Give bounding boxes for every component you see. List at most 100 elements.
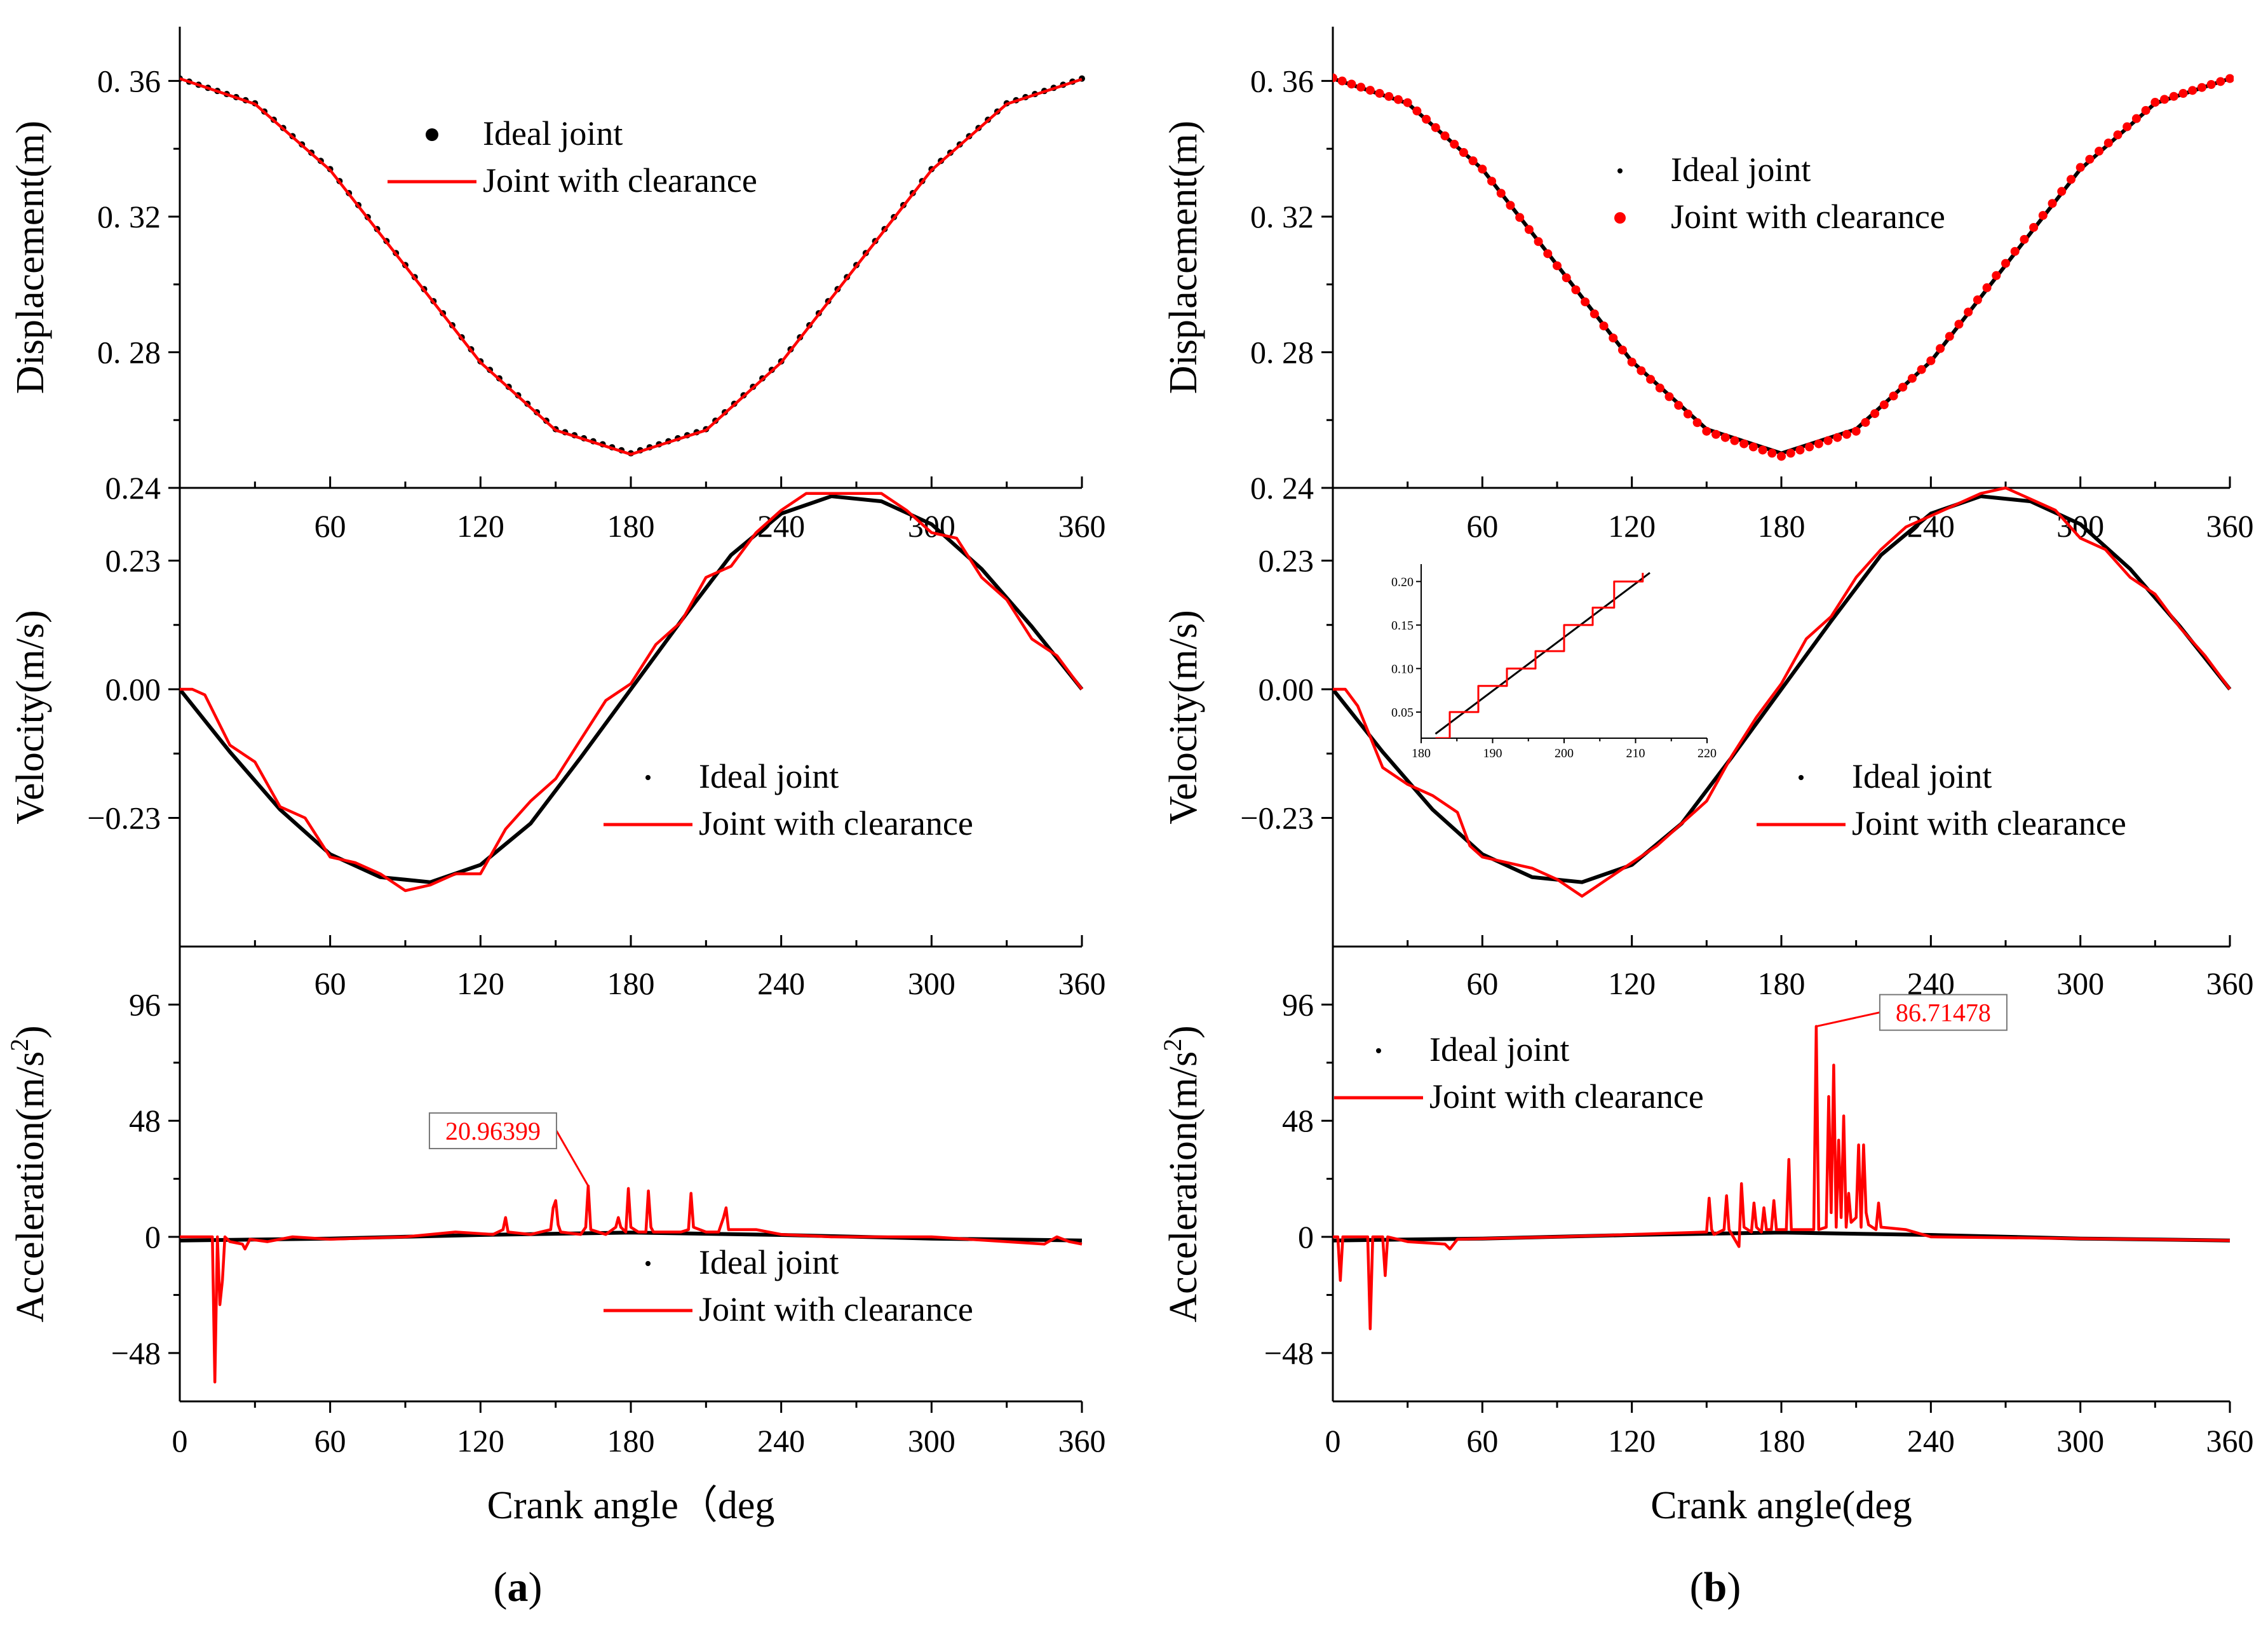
a-acceleration-ytick-label: 48 [129, 1103, 161, 1138]
a-acceleration-chart: −48 0 48 96 0 60 120 180 240 300 360 Acceleration(m… [5, 947, 1106, 1527]
b-displacement-legend-swatch-0 [1617, 168, 1623, 173]
b-displacement-series-joint-with-clearance-point [1515, 213, 1525, 222]
b-displacement-series-joint-with-clearance-point [1692, 418, 1702, 428]
a-velocity-ytick-label: 0.23 [105, 543, 161, 578]
a-velocity-xtick-label: 240 [757, 966, 805, 1001]
b-velocity-inset-xtick-label: 180 [1412, 746, 1431, 760]
b-displacement-series-joint-with-clearance-point [1907, 374, 1917, 383]
b-displacement-series-joint-with-clearance-point [1506, 201, 1515, 210]
a-velocity-series-joint-with-clearance [180, 492, 1083, 893]
b-displacement-series-joint-with-clearance-point [1833, 433, 1842, 442]
b-velocity-inset-xtick-label: 190 [1483, 746, 1502, 760]
b-displacement-series-joint-with-clearance-point [2197, 83, 2206, 92]
plots-layer: 0.24 0. 28 0. 32 0. 36 60 120 180 240 300 360 Disp… [5, 27, 2254, 1527]
b-displacement-series-joint-with-clearance-point [1562, 273, 1571, 283]
b-velocity-xtick-label: 120 [1608, 966, 1656, 1001]
b-acceleration-series-joint-with-clearance [1333, 1025, 2231, 1330]
b-displacement-series-joint-with-clearance-point [1375, 88, 1384, 98]
b-displacement-series-joint-with-clearance-point [1814, 439, 1823, 448]
b-displacement-series-joint-with-clearance-point [2225, 74, 2234, 83]
b-acceleration-ytick-label: 96 [1282, 987, 1314, 1022]
b-displacement-series [1333, 73, 2234, 461]
b-displacement-series-joint-with-clearance-point [1422, 114, 1431, 124]
a-acceleration-series-joint-with-clearance [180, 1184, 1083, 1384]
b-velocity-legend-swatch-0 [1799, 775, 1804, 780]
a-acceleration-legend-swatch-0 [645, 1261, 651, 1266]
a-displacement-legend-label-1: Joint with clearance [483, 161, 757, 199]
a-velocity-ytick-label: −0.23 [87, 800, 161, 835]
b-displacement-series-joint-with-clearance-point [1936, 344, 1945, 353]
a-displacement-ytick-label: 0. 28 [97, 334, 161, 370]
b-displacement-series-joint-with-clearance-point [1842, 429, 1851, 439]
b-velocity-xtick-label: 60 [1466, 966, 1498, 1001]
b-displacement-ytick-label: 0. 28 [1250, 334, 1314, 370]
b-displacement-series-joint-with-clearance-point [1711, 429, 1721, 439]
b-displacement-xtick-label: 120 [1608, 508, 1656, 544]
b-displacement-series-joint-with-clearance-point [2066, 175, 2076, 184]
b-displacement-series-joint-with-clearance-point [2169, 91, 2178, 101]
b-displacement-series-joint-with-clearance-point [1805, 442, 1814, 452]
b-acceleration-series [1333, 1025, 2231, 1330]
a-displacement-ylabel: Displacement(m) [9, 121, 52, 394]
b-velocity-ytick-label: −0.23 [1240, 800, 1314, 835]
b-displacement-series-joint-with-clearance-point [1870, 409, 1880, 419]
b-velocity-inset-ytick-label: 0.10 [1391, 662, 1414, 676]
b-displacement-series-joint-with-clearance-point [2103, 138, 2113, 148]
b-displacement-series-joint-with-clearance-point [1748, 442, 1758, 452]
b-displacement-series-joint-with-clearance-point [1450, 139, 1459, 149]
a-velocity-legend-label-1: Joint with clearance [699, 804, 973, 842]
b-velocity-xtick-label: 180 [1758, 966, 1806, 1001]
b-displacement-series-joint-with-clearance-point [1767, 448, 1777, 458]
b-displacement-series-joint-with-clearance-point [1393, 95, 1403, 104]
b-velocity-series [1333, 486, 2232, 898]
b-displacement-series-joint-with-clearance-point [1627, 357, 1637, 367]
b-displacement-series-joint-with-clearance-point [2178, 89, 2188, 98]
panel-label-a: (a) [494, 1564, 543, 1610]
b-displacement-series-joint-with-clearance-point [2206, 80, 2216, 90]
a-velocity-ytick-label: 0.00 [105, 671, 161, 707]
a-displacement-legend-swatch-0 [426, 128, 438, 141]
b-displacement-series-joint-with-clearance-point [1898, 382, 1908, 392]
b-displacement-series-joint-with-clearance-point [1543, 249, 1553, 259]
a-velocity-legend: Ideal joint Joint with clearance [604, 757, 973, 842]
b-displacement-series-joint-with-clearance-point [2048, 199, 2057, 208]
b-acceleration-ylabel: Acceleration(m/s2) [1158, 1025, 1205, 1323]
b-displacement-series-joint-with-clearance-point [2141, 105, 2150, 115]
a-acceleration-xtick-label: 0 [172, 1423, 188, 1459]
b-acceleration-legend-label-0: Ideal joint [1429, 1030, 1569, 1069]
b-displacement-series-joint-with-clearance-point [2113, 130, 2123, 140]
b-displacement-series-joint-with-clearance-point [1581, 297, 1590, 307]
a-velocity-legend-label-0: Ideal joint [699, 757, 839, 795]
b-velocity-series-joint-with-clearance [1333, 486, 2231, 898]
b-velocity-legend-label-1: Joint with clearance [1852, 804, 2126, 842]
b-acceleration-xtick-label: 0 [1325, 1423, 1341, 1459]
b-displacement-series-joint-with-clearance-point [1356, 83, 1366, 92]
b-displacement-series-joint-with-clearance-point [1926, 356, 1936, 365]
b-displacement-series-joint-with-clearance-point [1945, 332, 1954, 341]
b-velocity-legend-label-0: Ideal joint [1852, 757, 1992, 795]
b-velocity-ytick-label: 0.23 [1259, 543, 1314, 578]
a-displacement-series-joint-with-clearance [180, 77, 1083, 456]
b-velocity-inset-chart: 0.05 0.10 0.15 0.20 180 190 200 210 220 [1391, 564, 1717, 760]
b-displacement-series-joint-with-clearance [1333, 73, 2234, 461]
a-acceleration-xtick-label: 360 [1058, 1423, 1106, 1459]
b-displacement-ytick-label: 0. 36 [1250, 63, 1314, 98]
b-displacement-series-joint-with-clearance-point [1459, 148, 1468, 158]
a-velocity-xtick-label: 300 [908, 966, 955, 1001]
a-acceleration-ytick-label: 0 [145, 1219, 161, 1255]
a-velocity-series-ideal-joint [180, 494, 1084, 884]
b-displacement-series-joint-with-clearance-point [1478, 165, 1487, 174]
b-displacement-series-joint-with-clearance-point [2216, 77, 2225, 86]
a-acceleration-ytick-label: −48 [111, 1335, 161, 1371]
b-displacement-series-joint-with-clearance-point [1553, 261, 1562, 271]
b-displacement-series-joint-with-clearance-point [1982, 283, 1992, 292]
b-displacement-series-joint-with-clearance-point [1702, 426, 1711, 436]
a-acceleration-xtick-label: 180 [607, 1423, 655, 1459]
b-displacement-series-joint-with-clearance-point [1973, 295, 1982, 305]
panel-label-b: (b) [1690, 1564, 1741, 1610]
b-velocity-inset-xtick-label: 200 [1555, 746, 1574, 760]
a-displacement-ytick-label: 0.24 [105, 470, 161, 506]
b-displacement-series-joint-with-clearance-point [2085, 154, 2095, 164]
b-displacement-series-joint-with-clearance-point [1795, 445, 1805, 455]
